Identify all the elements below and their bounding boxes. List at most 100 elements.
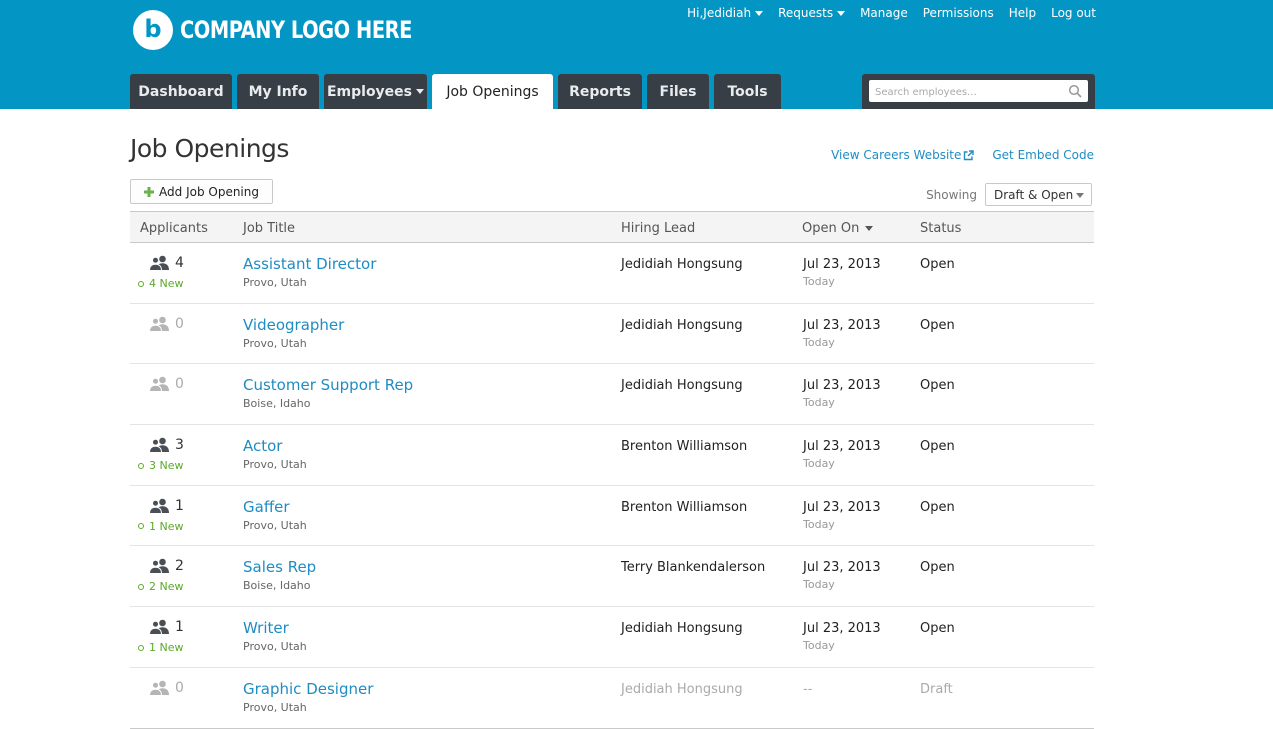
table-row[interactable]: 1 1 New Gaffer Provo, Utah Brenton Williamso… (130, 486, 1094, 547)
main-tabs: Dashboard My Info Employees Job Openings… (130, 74, 781, 109)
col-open-on[interactable]: Open On (802, 221, 874, 236)
col-applicants[interactable]: Applicants (140, 221, 208, 236)
applicants-icon (149, 559, 169, 575)
search-icon[interactable] (1068, 84, 1082, 98)
job-location: Provo, Utah (243, 518, 307, 532)
open-date: Jul 23, 2013 (803, 317, 881, 333)
view-careers-link[interactable]: View Careers Website (831, 148, 975, 162)
col-status[interactable]: Status (920, 221, 962, 236)
applicants-cell[interactable]: 2 (149, 558, 184, 575)
applicant-count: 3 (175, 437, 184, 454)
applicants-cell[interactable]: 0 (149, 376, 184, 393)
applicants-cell[interactable]: 1 (149, 619, 184, 636)
view-careers-label: View Careers Website (831, 148, 962, 162)
job-location: Provo, Utah (243, 458, 307, 472)
applicant-count: 4 (175, 255, 184, 271)
new-applicants-label: 4 New (149, 277, 184, 290)
table-row[interactable]: 1 1 New Writer Provo, Utah Jedidiah Hongsung… (130, 607, 1094, 668)
table-row[interactable]: 0 Customer Support Rep Boise, Idaho Jedidia… (130, 364, 1094, 426)
help-link[interactable]: Help (1008, 6, 1037, 20)
table-row[interactable]: 0 Videographer Provo, Utah Jedidiah Hongsun… (130, 304, 1094, 365)
hiring-lead: Jedidiah Hongsung (621, 621, 743, 637)
col-hiring-lead[interactable]: Hiring Lead (621, 221, 696, 236)
job-title-link[interactable]: Customer Support Rep (243, 376, 414, 395)
open-date-relative: Today (803, 275, 835, 288)
add-job-opening-button[interactable]: Add Job Opening (130, 179, 273, 204)
open-date: Jul 23, 2013 (803, 499, 881, 515)
new-dot-icon (138, 462, 144, 469)
manage-link[interactable]: Manage (860, 6, 908, 20)
open-date-relative: Today (803, 396, 835, 410)
job-location: Boise, Idaho (243, 397, 311, 411)
company-logo[interactable]: b COMPANY LOGO HERE (133, 10, 438, 50)
tab-employees[interactable]: Employees (324, 74, 427, 109)
requests-menu[interactable]: Requests (778, 6, 846, 20)
table-row[interactable]: 4 4 New Assistant Director Provo, Utah Jedid… (130, 243, 1094, 304)
open-on-cell: Jul 23, 2013 Today (803, 378, 881, 409)
status-badge: Open (920, 378, 955, 394)
applicants-cell[interactable]: 0 (149, 680, 184, 696)
tab-tools[interactable]: Tools (714, 74, 781, 109)
logout-link[interactable]: Log out (1051, 6, 1096, 20)
job-title-cell: Writer Provo, Utah (243, 619, 307, 653)
applicants-cell[interactable]: 0 (149, 316, 184, 332)
applicants-cell[interactable]: 3 (149, 437, 184, 454)
job-title-link[interactable]: Assistant Director (243, 255, 377, 273)
status-badge: Open (920, 621, 955, 637)
permissions-link[interactable]: Permissions (922, 6, 994, 20)
new-applicants-badge[interactable]: 3 New (138, 459, 184, 472)
open-on-cell: Jul 23, 2013 Today (803, 318, 881, 349)
table-row[interactable]: 2 2 New Sales Rep Boise, Idaho Terry Blanken… (130, 546, 1094, 608)
page-title: Job Openings (130, 134, 289, 163)
status-badge: Open (920, 499, 955, 515)
new-applicants-badge[interactable]: 1 New (138, 641, 184, 654)
open-on-cell: Jul 23, 2013 Today (803, 439, 881, 470)
tab-dashboard[interactable]: Dashboard (130, 74, 232, 109)
tab-job-openings[interactable]: Job Openings (432, 74, 553, 109)
status-filter-select[interactable]: Draft & Open (985, 183, 1092, 206)
external-link-icon (964, 149, 975, 160)
user-menu[interactable]: Hi,Jedidiah (687, 6, 764, 20)
table-row[interactable]: 3 3 New Actor Provo, Utah Brenton Williamson… (130, 425, 1094, 486)
job-title-cell: Sales Rep Boise, Idaho (243, 558, 316, 592)
applicants-icon (149, 498, 169, 514)
applicant-count: 0 (175, 679, 184, 696)
showing-label: Showing (926, 187, 977, 202)
status-badge: Open (920, 439, 955, 455)
applicants-cell[interactable]: 4 (149, 255, 184, 271)
job-title-link[interactable]: Graphic Designer (243, 679, 374, 698)
chevron-down-icon (755, 11, 764, 16)
app-header: b COMPANY LOGO HERE Hi,Jedidiah Requests… (0, 0, 1273, 109)
new-applicants-badge[interactable]: 4 New (138, 277, 184, 290)
job-title-link[interactable]: Gaffer (243, 497, 290, 516)
table-row[interactable]: 0 Graphic Designer Provo, Utah Jedidiah Hon… (130, 668, 1094, 729)
new-dot-icon (138, 280, 144, 287)
job-title-cell: Videographer Provo, Utah (243, 316, 344, 350)
tab-my-info[interactable]: My Info (237, 74, 319, 109)
search-box (869, 80, 1088, 104)
job-title-cell: Customer Support Rep Boise, Idaho (243, 376, 413, 410)
new-applicants-badge[interactable]: 1 New (138, 520, 184, 533)
open-date: Jul 23, 2013 (803, 378, 881, 394)
job-title-link[interactable]: Writer (243, 619, 289, 638)
new-applicants-label: 3 New (149, 459, 184, 473)
search-area (862, 74, 1095, 109)
sort-down-icon (865, 226, 874, 231)
job-location: Provo, Utah (243, 276, 307, 289)
embed-code-link[interactable]: Get Embed Code (992, 148, 1094, 162)
applicants-cell[interactable]: 1 (149, 498, 184, 514)
new-applicants-badge[interactable]: 2 New (138, 580, 184, 593)
job-title-link[interactable]: Sales Rep (243, 558, 317, 577)
tab-files[interactable]: Files (647, 74, 709, 109)
job-title-link[interactable]: Videographer (243, 315, 345, 334)
col-job-title[interactable]: Job Title (243, 221, 296, 236)
hiring-lead: Jedidiah Hongsung (621, 378, 743, 394)
applicants-icon (149, 255, 169, 271)
job-title-cell: Graphic Designer Provo, Utah (243, 680, 373, 714)
open-date-relative: Today (803, 517, 835, 531)
job-title-link[interactable]: Actor (243, 437, 283, 456)
tab-reports[interactable]: Reports (558, 74, 642, 109)
applicant-count: 1 (175, 497, 184, 514)
open-on-cell: Jul 23, 2013 Today (803, 257, 881, 288)
search-input[interactable] (869, 81, 1059, 104)
